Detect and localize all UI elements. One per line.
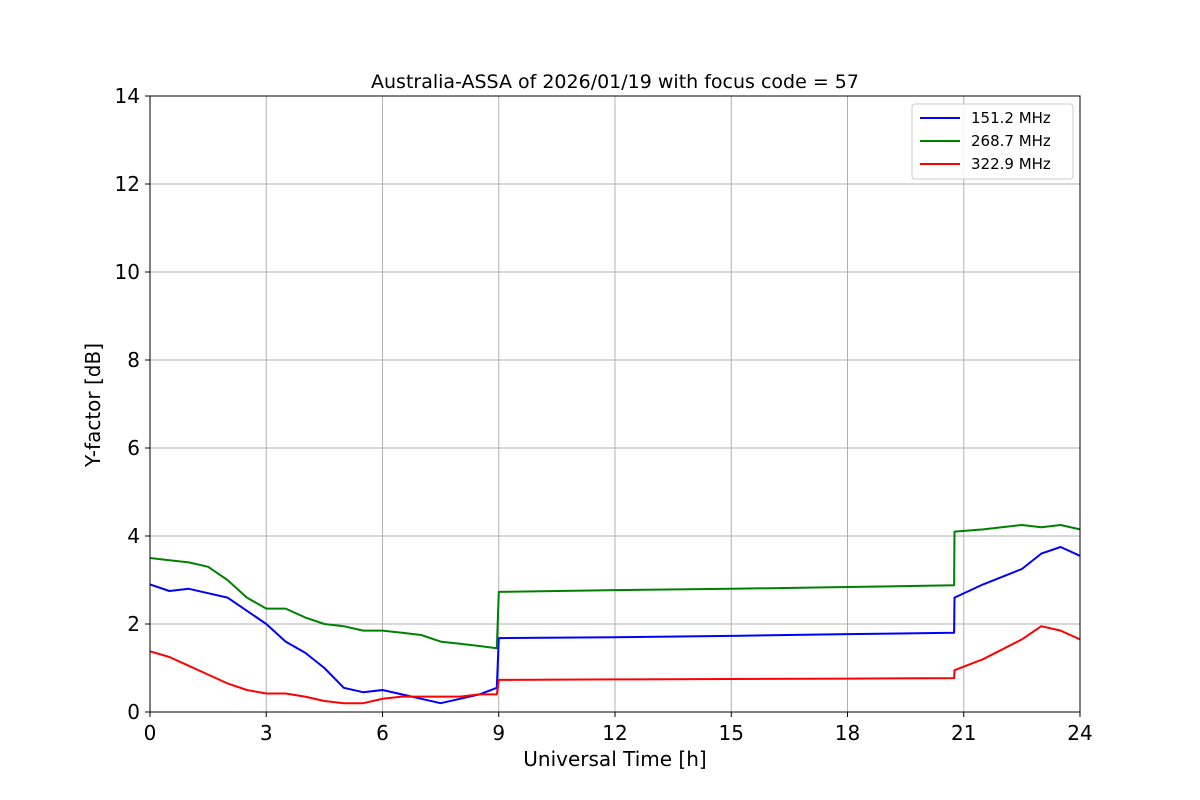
x-tick-label: 0 [144,721,157,745]
legend-label: 322.9 MHz [971,155,1051,173]
legend-box [911,103,1074,180]
x-axis-label: Universal Time [h] [523,747,706,771]
legend-label: 151.2 MHz [971,109,1051,127]
y-tick-label: 6 [127,436,140,460]
legend: 151.2 MHz 268.7 MHz 322.9 MHz [911,103,1074,180]
y-tick-label: 2 [127,612,140,636]
x-tick-label: 6 [376,721,389,745]
x-tick-label: 18 [835,721,860,745]
series-line-0 [149,546,1081,705]
x-tick-label: 21 [951,721,976,745]
series-line-1 [149,524,1081,650]
y-tick-label: 10 [115,260,140,284]
x-tick-label: 3 [260,721,273,745]
series-lines [149,524,1081,705]
y-tick-label: 0 [127,700,140,724]
y-tick-label: 12 [115,172,140,196]
chart-title: Australia-ASSA of 2026/01/19 with focus … [371,71,859,93]
x-tick-label: 12 [602,721,627,745]
y-tick-label: 4 [127,524,140,548]
x-tick-label: 15 [719,721,744,745]
legend-label: 268.7 MHz [971,132,1051,150]
x-tick-label: 9 [492,721,505,745]
x-tick-label: 24 [1067,721,1092,745]
y-tick-label: 8 [127,348,140,372]
y-axis-label: Y-factor [dB] [81,343,105,468]
series-line-2 [149,625,1081,705]
y-tick-label: 14 [115,84,140,108]
